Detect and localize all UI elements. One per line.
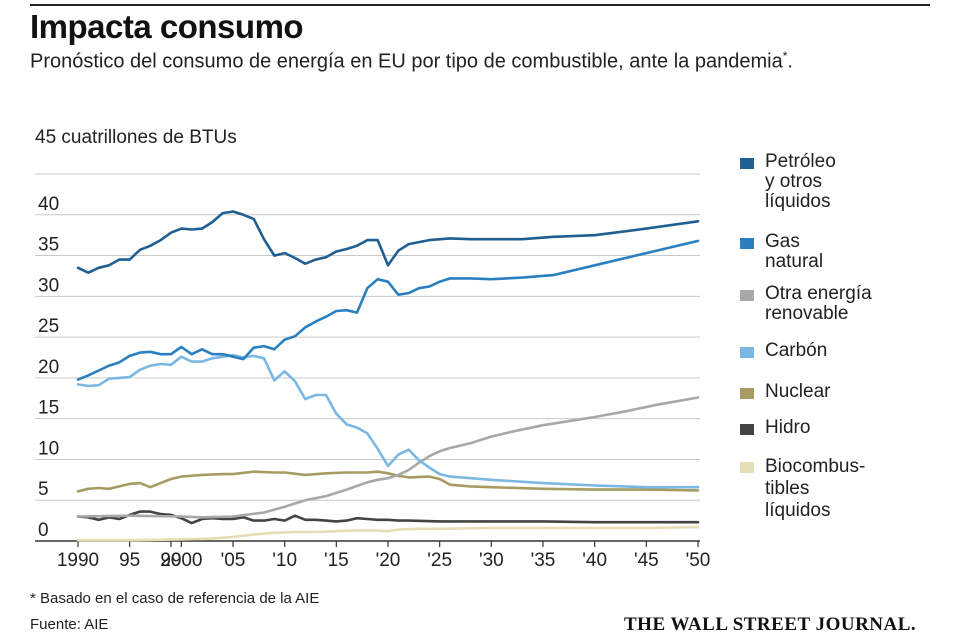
legend-swatch xyxy=(740,158,754,169)
y-axis-label: 45 cuatrillones de BTUs xyxy=(35,127,237,148)
series-line-4 xyxy=(76,470,700,493)
y-tick-label: 35 xyxy=(38,235,59,256)
y-tick-label: 10 xyxy=(38,438,59,459)
subtitle-text: Pronóstico del consumo de energía en EU … xyxy=(30,50,783,73)
y-tick-label: 15 xyxy=(38,398,59,419)
y-tick-label: 20 xyxy=(38,357,59,378)
legend-label: Petróleo y otros líquidos xyxy=(765,151,836,212)
top-rule xyxy=(30,4,930,6)
x-tick-label: '15 xyxy=(324,550,349,571)
series-line-6 xyxy=(76,525,700,542)
x-tick-label: '35 xyxy=(531,550,556,571)
series-line-1 xyxy=(76,239,700,381)
legend-swatch xyxy=(740,290,754,301)
x-tick-label: '30 xyxy=(479,550,504,571)
footnote: * Basado en el caso de referencia de la … xyxy=(30,590,320,607)
legend-label: Otra energía renovable xyxy=(765,283,872,324)
x-tick-label: 2000 xyxy=(160,550,202,571)
legend-swatch xyxy=(740,424,754,435)
x-tick-label: '40 xyxy=(582,550,607,571)
legend-swatch xyxy=(740,347,754,358)
y-tick-label: 5 xyxy=(38,479,49,500)
y-tick-label: 25 xyxy=(38,316,59,337)
x-tick-label: '25 xyxy=(427,550,452,571)
legend-label: Nuclear xyxy=(765,381,831,402)
x-tick-label: '50 xyxy=(686,550,711,571)
series-line-3 xyxy=(76,353,700,489)
x-tick-label: 1990 xyxy=(57,550,99,571)
series-line-2 xyxy=(76,396,700,519)
x-tick-label: '05 xyxy=(221,550,246,571)
publisher-logo: THE WALL STREET JOURNAL. xyxy=(624,614,917,635)
legend-swatch xyxy=(740,238,754,249)
series-line-5 xyxy=(76,510,700,525)
legend-label: Gas natural xyxy=(765,231,824,272)
x-tick-label: 99 xyxy=(160,550,181,571)
x-tick-label: '20 xyxy=(376,550,401,571)
y-tick-label: 0 xyxy=(38,520,49,541)
series-lines xyxy=(76,210,700,542)
y-axis-ticks: 0 5 10 15 20 25 30 35 40 xyxy=(38,194,59,541)
legend-swatch xyxy=(740,388,754,399)
chart-title: Impacta consumo xyxy=(30,8,304,45)
legend-label: Biocombus-tibles líquidos xyxy=(765,456,866,521)
legend-swatch xyxy=(740,462,754,473)
x-tick-label: '45 xyxy=(634,550,659,571)
subtitle-footnote-mark: * xyxy=(782,49,788,63)
legend-label: Carbón xyxy=(765,340,828,361)
chart-subtitle: Pronóstico del consumo de energía en EU … xyxy=(30,44,850,74)
y-tick-label: 40 xyxy=(38,194,59,215)
source-note: Fuente: AIE xyxy=(30,616,109,633)
x-tick-label: '10 xyxy=(272,550,297,571)
x-tick-label: 95 xyxy=(119,550,140,571)
legend-label: Hidro xyxy=(765,417,811,438)
y-tick-label: 30 xyxy=(38,275,59,296)
subtitle-end: . xyxy=(787,50,793,73)
series-line-0 xyxy=(76,210,700,275)
